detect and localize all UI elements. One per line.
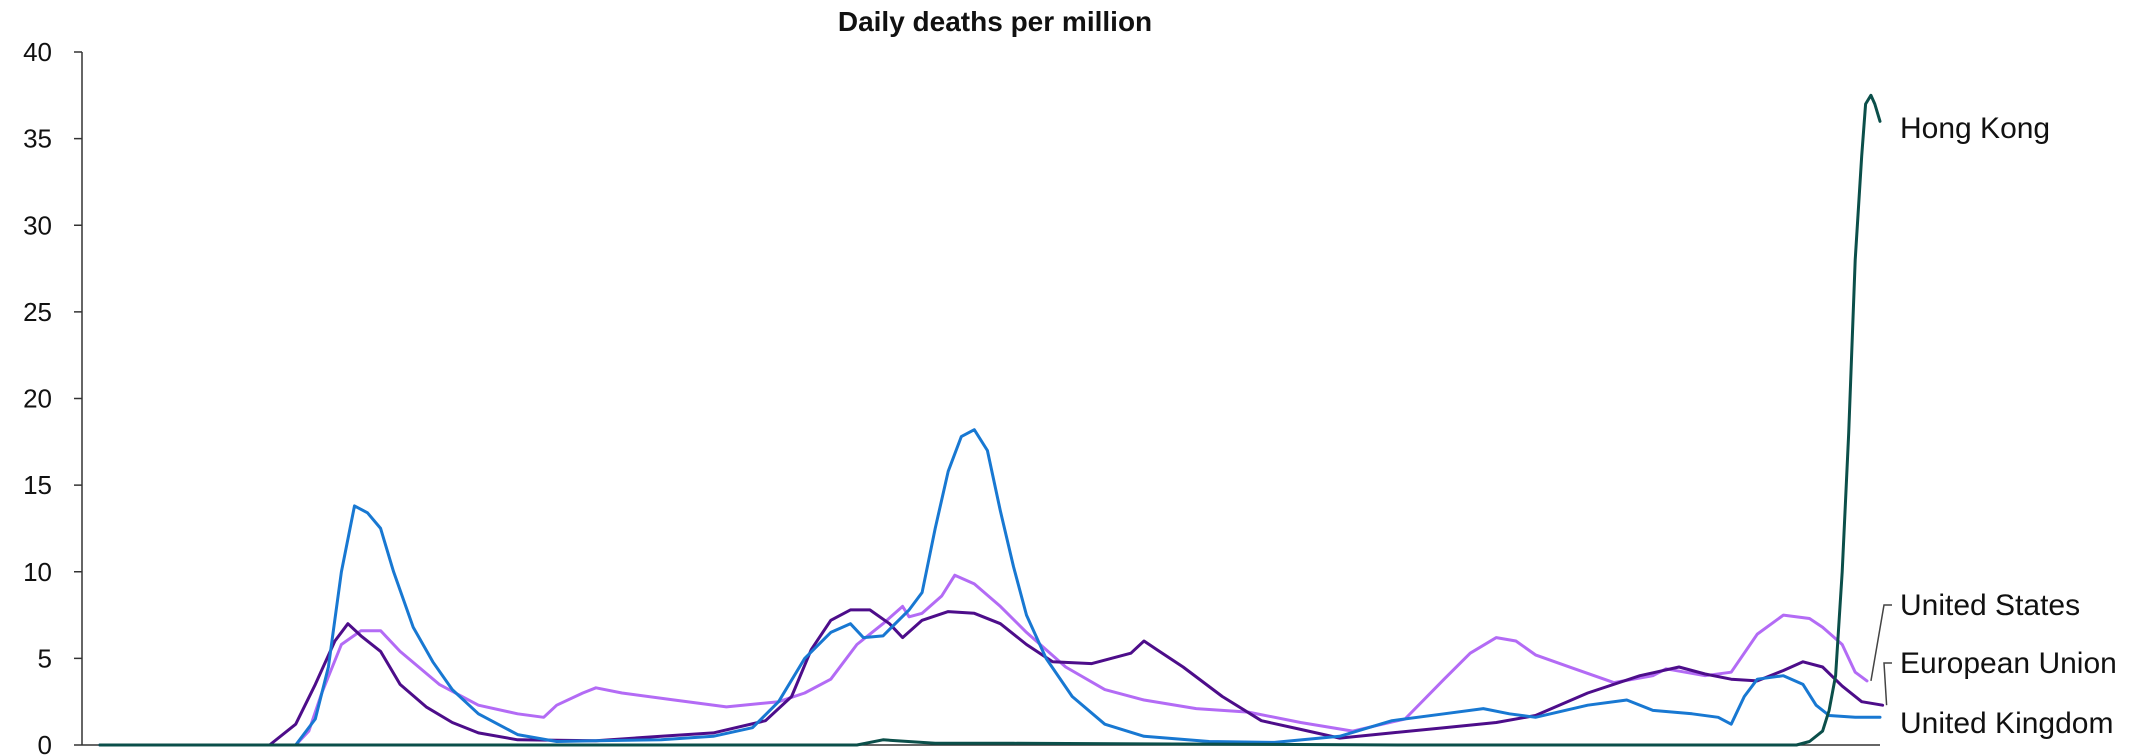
- y-tick-label: 15: [23, 470, 52, 500]
- chart-title: Daily deaths per million: [838, 6, 1152, 37]
- y-tick-label: 40: [23, 37, 52, 67]
- y-tick-label: 25: [23, 297, 52, 327]
- leader-line-european-union: [1883, 662, 1892, 706]
- series-label-european-union: European Union: [1900, 647, 2117, 680]
- y-tick-label: 0: [38, 730, 52, 755]
- series-line-united-states: [98, 573, 1869, 747]
- leader-line-united-states: [1870, 604, 1892, 682]
- series-label-united-kingdom: United Kingdom: [1900, 707, 2113, 740]
- label-leader-lines: [1870, 604, 1892, 706]
- series-line-hong-kong: [98, 93, 1882, 747]
- y-tick-label: 5: [38, 643, 52, 673]
- series-line-european-union: [98, 608, 1885, 747]
- series-lines: [98, 93, 1885, 747]
- y-tick-label: 10: [23, 557, 52, 587]
- series-labels: Hong Kong United States European Union Unit…: [1900, 112, 2117, 740]
- series-label-united-states: United States: [1900, 589, 2080, 622]
- y-tick-label: 20: [23, 384, 52, 414]
- y-axis-ticks: 0 5 10 15 20 25 30 35 40: [23, 37, 82, 755]
- y-tick-label: 30: [23, 210, 52, 240]
- y-tick-label: 35: [23, 124, 52, 154]
- series-label-hong-kong: Hong Kong: [1900, 112, 2050, 145]
- series-line-united-kingdom: [98, 428, 1882, 747]
